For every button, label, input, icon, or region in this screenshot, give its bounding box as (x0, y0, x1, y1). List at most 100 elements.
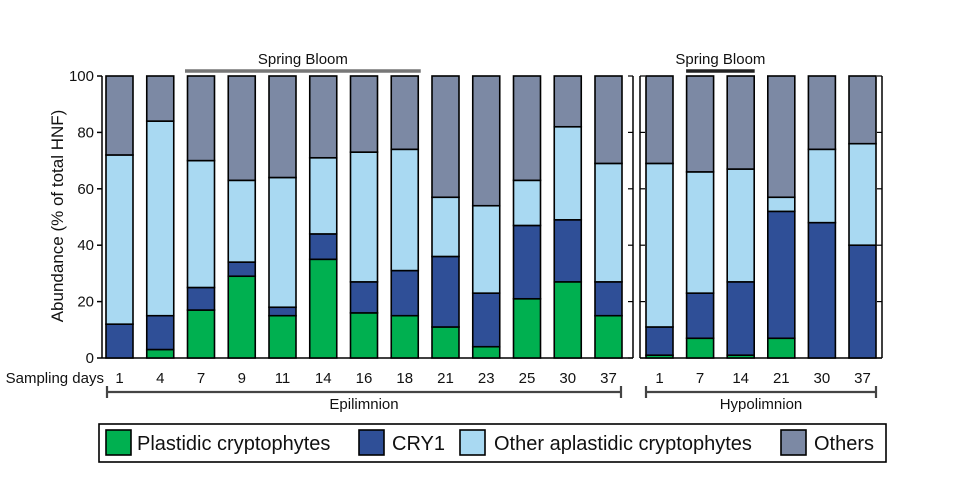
y-tick-label: 20 (77, 294, 94, 311)
bar-segment (145, 120, 175, 317)
bar-segment (390, 314, 420, 359)
day-tick-label: 16 (356, 370, 373, 387)
bar-segment (227, 275, 257, 359)
bar-segment (431, 326, 460, 359)
day-tick-label: 1 (655, 370, 663, 387)
bar-segment (553, 219, 583, 283)
y-tick-label: 40 (77, 237, 94, 254)
bar-segment (349, 281, 379, 314)
bar-segment (268, 314, 297, 359)
bar-segment (186, 159, 216, 289)
day-tick-label: 18 (396, 370, 413, 387)
day-tick-label: 7 (696, 370, 704, 387)
legend-label: CRY1 (392, 433, 445, 455)
axes-layer (97, 69, 883, 398)
day-tick-label: 37 (854, 370, 871, 387)
bar-segment (145, 314, 175, 351)
bar-segment (848, 75, 877, 145)
day-tick-label: 25 (519, 370, 536, 387)
bar-segment (766, 337, 796, 359)
bar-segment (227, 261, 257, 278)
legend: Plastidic cryptophytes CRY1 Other aplastid… (98, 423, 887, 463)
section-label: Hypolimnion (720, 396, 803, 413)
bar-segment (105, 154, 134, 325)
bar-segment (594, 281, 623, 317)
bar-segment (105, 323, 134, 359)
bar-segment (390, 148, 420, 272)
day-tick-label: 9 (238, 370, 246, 387)
day-tick-label: 14 (732, 370, 749, 387)
bar-segment (594, 75, 623, 165)
day-tick-label: 37 (600, 370, 617, 387)
bar-segment (685, 292, 715, 340)
bar-segment (512, 75, 542, 182)
bar-segment (268, 75, 297, 179)
bar-segment (766, 75, 796, 199)
bar-segment (553, 75, 583, 128)
legend-label: Others (814, 433, 874, 455)
spring-bloom-label: Spring Bloom (258, 51, 348, 68)
bar-segment (766, 210, 796, 340)
bar-segment (471, 204, 501, 294)
bar-segment (685, 337, 715, 359)
y-axis-label: Abundance (% of total HNF) (48, 110, 67, 323)
bar-segment (349, 312, 379, 359)
day-tick-label: 1 (115, 370, 123, 387)
bar-segment (848, 244, 877, 359)
bar-segment (512, 297, 542, 359)
bar-segment (807, 148, 837, 224)
spring-bloom-label: Spring Bloom (675, 51, 765, 68)
day-tick-label: 21 (437, 370, 454, 387)
legend-swatch (459, 429, 486, 456)
day-tick-label: 30 (814, 370, 831, 387)
day-tick-label: 21 (773, 370, 790, 387)
bar-segment (390, 269, 420, 317)
bar-segment (645, 75, 674, 165)
bar-segment (726, 75, 756, 170)
bar-segment (349, 75, 379, 153)
y-tick-label: 100 (69, 68, 94, 85)
bar-segment (553, 281, 583, 359)
bar-segment (227, 75, 257, 182)
bar-segment (594, 314, 623, 359)
bar-segment (186, 75, 216, 162)
legend-swatch (105, 429, 132, 456)
day-tick-label: 11 (275, 370, 291, 387)
section-label: Epilimnion (329, 396, 398, 413)
y-tick-label: 80 (77, 124, 94, 141)
bar-segment (186, 309, 216, 359)
legend-label: Other aplastidic cryptophytes (494, 433, 752, 455)
y-tick-label: 60 (77, 181, 94, 198)
day-tick-label: 4 (156, 370, 164, 387)
bar-segment (726, 168, 756, 283)
legend-swatch (780, 429, 807, 456)
bar-segment (431, 75, 460, 199)
bar-segment (766, 196, 796, 213)
legend-label: Plastidic cryptophytes (137, 433, 330, 455)
bar-segment (227, 179, 257, 263)
bar-segment (807, 221, 837, 359)
bar-segment (308, 156, 338, 235)
bar-segment (685, 75, 715, 173)
bar-segment (308, 75, 338, 159)
bar-segment (268, 176, 297, 309)
day-tick-label: 7 (197, 370, 205, 387)
bar-segment (807, 75, 837, 151)
bars-layer (105, 75, 877, 359)
bar-segment (349, 151, 379, 283)
bar-segment (145, 348, 175, 359)
day-tick-label: 30 (559, 370, 576, 387)
bar-segment (553, 125, 583, 221)
bar-segment (645, 326, 674, 356)
bar-segment (471, 292, 501, 348)
day-tick-label: 14 (315, 370, 332, 387)
day-tick-label: 23 (478, 370, 495, 387)
bar-segment (390, 75, 420, 151)
legend-box (98, 423, 887, 463)
bar-segment (645, 162, 674, 328)
bar-segment (186, 286, 216, 311)
bar-segment (848, 142, 877, 246)
bar-segment (105, 75, 134, 156)
